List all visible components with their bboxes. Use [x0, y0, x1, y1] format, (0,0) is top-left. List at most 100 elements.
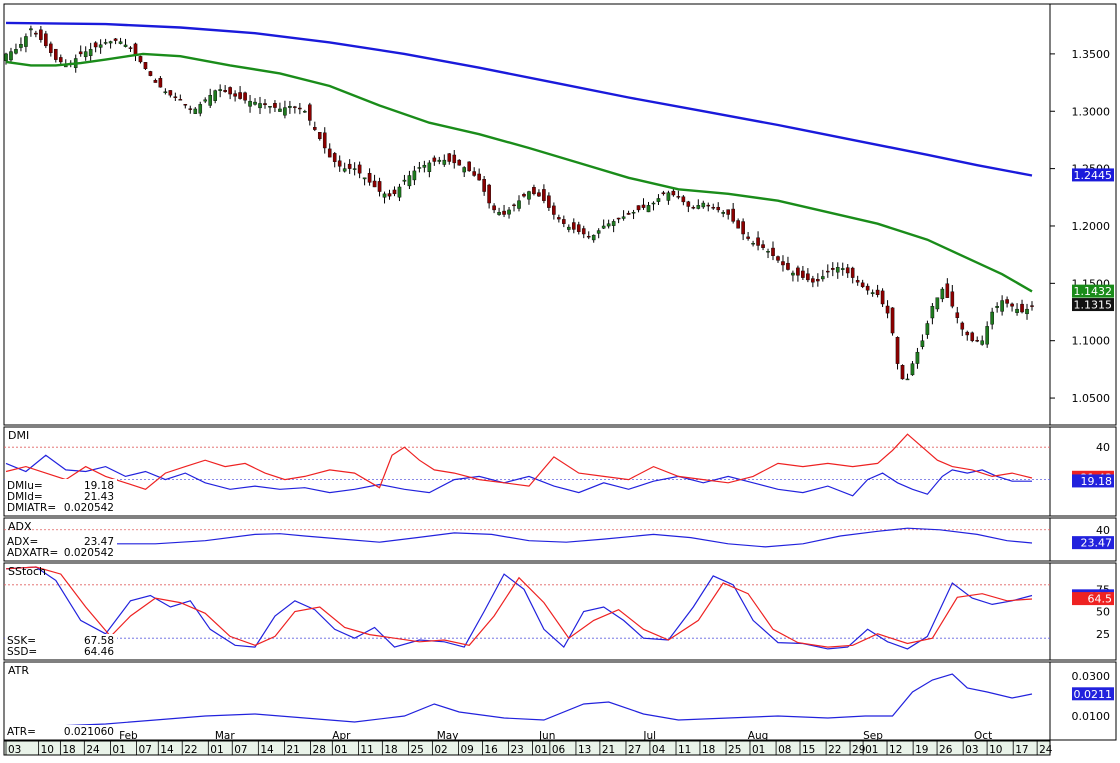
x-axis-day-label: 17: [1015, 744, 1028, 756]
candle-body: [467, 161, 471, 172]
atr-ytick-label: 0.0100: [1072, 710, 1111, 723]
x-axis-month-label: Feb: [119, 730, 138, 742]
candle-body: [213, 90, 217, 101]
dmi-series-dmiu: [5, 454, 1032, 497]
candle-body: [870, 292, 875, 295]
candle-body: [975, 340, 980, 342]
candle-body: [1025, 308, 1029, 315]
candle-body: [935, 297, 940, 310]
atr-tag-0-group: 0.0211: [1072, 687, 1114, 701]
x-axis-day-label: 07: [234, 744, 247, 756]
sstoch-readout-box: [5, 634, 117, 659]
candle-body: [412, 170, 417, 181]
x-axis-day-label: 21: [602, 744, 615, 756]
candle-body: [562, 219, 566, 224]
candle-body: [965, 331, 970, 336]
adx-tag-0-bg: [1072, 536, 1114, 550]
candle-body: [532, 187, 536, 195]
candle-body: [188, 108, 193, 110]
candle-body: [58, 57, 63, 63]
candle-body: [163, 91, 168, 94]
candle-body: [183, 104, 188, 106]
candle-body: [900, 365, 905, 380]
candle-body: [581, 228, 586, 235]
sstoch-tag-1-bg: [1072, 592, 1114, 606]
candle-body: [920, 340, 925, 347]
overlay-tag-1-bg: [1072, 284, 1114, 298]
x-axis-month-label: Oct: [974, 730, 992, 742]
candle-body: [327, 148, 332, 158]
candle-body: [283, 107, 287, 116]
candle-body: [865, 285, 870, 291]
dmi-tag-1: 19.18: [1081, 475, 1113, 488]
candle-body: [407, 175, 412, 187]
candle-body: [397, 186, 402, 198]
candle-body: [382, 193, 387, 198]
x-axis-day-label: 06: [552, 744, 566, 756]
sstoch-tag-1: 64.5: [1088, 593, 1113, 606]
candle-body: [293, 106, 297, 108]
candle-body: [821, 276, 825, 280]
candle-body: [44, 33, 48, 47]
candle-body: [666, 192, 671, 201]
candle-body: [840, 268, 845, 270]
x-axis-day-label: 21: [286, 744, 299, 756]
candle-body: [925, 323, 930, 335]
candle-body: [696, 205, 701, 209]
candle-body: [422, 164, 427, 168]
candle-body: [153, 80, 158, 83]
candle-body: [482, 179, 486, 192]
candle-body: [108, 41, 113, 44]
candle-body: [492, 205, 496, 211]
candle-body: [173, 96, 178, 98]
x-axis-day-label: 10: [41, 744, 54, 756]
x-axis-month-label: Sep: [863, 730, 883, 742]
overlay-tag-0-group: 1.2445: [1072, 168, 1114, 182]
candle-body: [756, 237, 760, 246]
candle-body: [178, 99, 183, 101]
candle-body: [298, 107, 302, 110]
candle-body: [641, 204, 646, 208]
candle-body: [741, 221, 745, 235]
sstoch-readout-label: SSK=: [7, 635, 36, 647]
x-axis-month-label: Apr: [332, 730, 351, 742]
candle-body: [103, 42, 108, 44]
candle-body: [825, 270, 830, 273]
candle-body: [885, 305, 890, 314]
x-axis-day-label: 01: [112, 744, 125, 756]
candle-body: [78, 51, 83, 55]
atr-series-atr: [5, 673, 1033, 729]
candle-body: [835, 267, 840, 273]
candle-body: [791, 272, 795, 276]
candle-body: [1015, 308, 1019, 313]
atr-panel-title: ATR: [8, 664, 29, 677]
last-price-tag: 1.1315: [1074, 299, 1113, 312]
candle-body: [552, 205, 556, 215]
candle-body: [910, 363, 915, 376]
candle-body: [522, 194, 526, 197]
candle-body: [845, 267, 850, 274]
candle-body: [880, 290, 885, 305]
candle-body: [875, 289, 880, 296]
adx-readout-label: ADX=: [7, 536, 38, 548]
candle-body: [248, 100, 252, 107]
dmi-readout-value: 0.020542: [64, 502, 114, 514]
x-axis-day-label: 27: [628, 744, 641, 756]
sstoch-ytick-label: 50: [1096, 606, 1110, 619]
x-axis-day-label: 14: [260, 744, 274, 756]
x-axis-day-label: 11: [678, 744, 691, 756]
candle-body: [218, 89, 222, 92]
candle-body: [726, 209, 730, 215]
adx-readout-value: 0.020542: [64, 547, 114, 559]
candle-body: [123, 44, 128, 47]
last-price-tag-bg: [1072, 298, 1114, 312]
candle-body: [437, 159, 442, 162]
candle-body: [392, 189, 397, 195]
candle-body: [915, 351, 920, 364]
candle-body: [616, 217, 621, 220]
candle-body: [850, 267, 855, 278]
candle-body: [168, 90, 173, 96]
